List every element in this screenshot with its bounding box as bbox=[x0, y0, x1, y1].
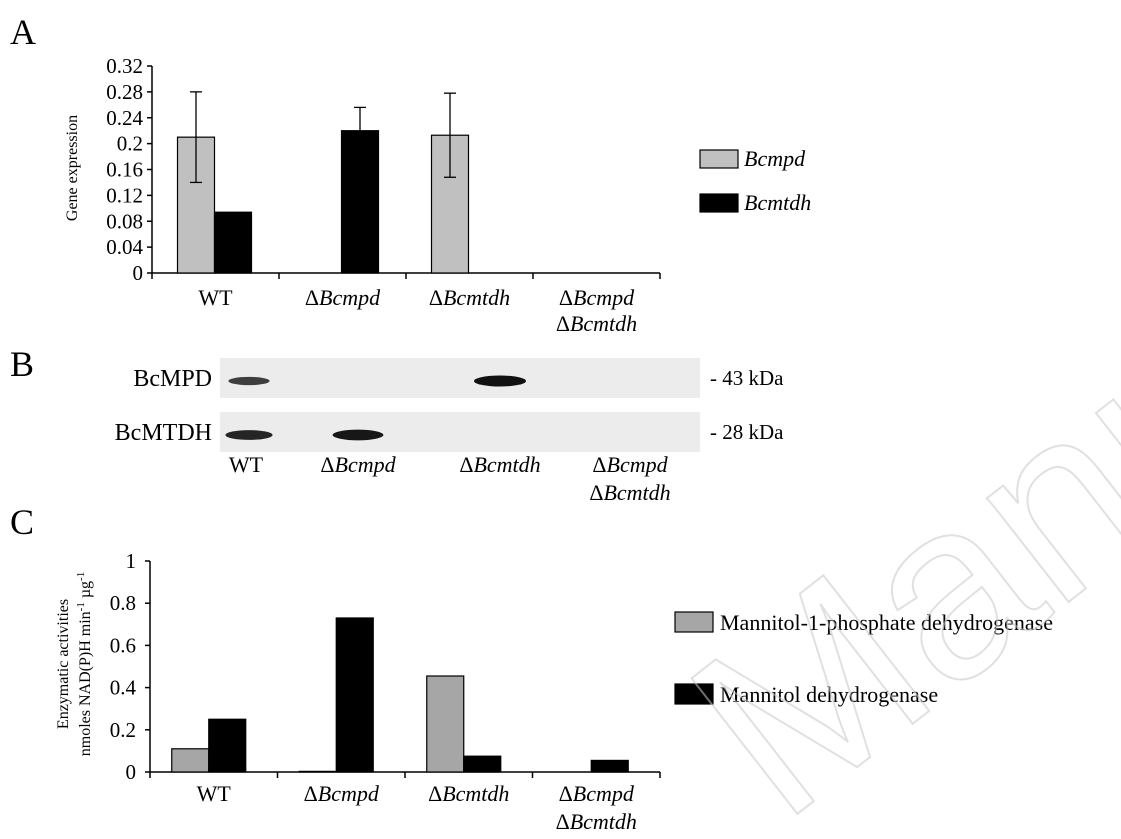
blot-band bbox=[474, 375, 526, 387]
blot-row-label: BcMPD bbox=[133, 366, 212, 392]
blot-lane-label: ΔBcmtdh bbox=[459, 452, 540, 477]
a-category-label: ΔBcmpd bbox=[305, 285, 381, 310]
c-legend-label: Mannitol-1-phosphate dehydrogenase bbox=[720, 610, 1053, 635]
blot-band bbox=[225, 430, 273, 440]
a-legend-label: Bcmtdh bbox=[744, 190, 811, 215]
blot-lane-label: WT bbox=[229, 452, 264, 477]
a-bar bbox=[176, 136, 216, 274]
a-y-tick-label: 0.28 bbox=[106, 80, 143, 104]
c-bar bbox=[463, 755, 502, 773]
a-y-tick-label: 0.12 bbox=[106, 183, 143, 207]
a-y-tick-label: 0.04 bbox=[106, 235, 143, 259]
c-bar bbox=[298, 770, 337, 773]
a-legend-swatch bbox=[699, 149, 739, 169]
c-category-label: WT bbox=[197, 781, 232, 806]
c-y-tick-label: 0.8 bbox=[110, 591, 136, 615]
blot-strip bbox=[220, 358, 700, 398]
c-y-axis-label-units: nmoles NAD(P)H min-1 µg-1 bbox=[75, 572, 94, 756]
blot-band bbox=[332, 429, 384, 441]
c-bar bbox=[426, 675, 465, 773]
panel-a-letter: A bbox=[10, 12, 36, 52]
chart-c: 0 0.2 0.4 0.6 0.8 1 Enzymatic activities nmoles… bbox=[55, 549, 1053, 834]
blot-band bbox=[228, 376, 270, 386]
c-y-tick-label: 1 bbox=[126, 549, 137, 573]
c-y-axis-label: Enzymatic activities bbox=[55, 599, 72, 729]
blot-kda-label: - 43 kDa bbox=[710, 366, 784, 390]
c-bar bbox=[171, 748, 210, 773]
a-category-label: ΔBcmtdh bbox=[429, 285, 510, 310]
blot-lane-label: ΔBcmpd bbox=[320, 452, 396, 477]
c-y-tick-label: 0 bbox=[126, 760, 137, 784]
c-category-label: ΔBcmpd bbox=[304, 781, 380, 806]
a-y-tick-label: 0.32 bbox=[106, 54, 143, 78]
c-legend-swatch bbox=[674, 611, 714, 633]
a-legend-label: Bcmpd bbox=[744, 146, 806, 171]
c-bar bbox=[208, 718, 247, 773]
a-category-label: WT bbox=[198, 285, 233, 310]
blot-kda-label: - 28 kDa bbox=[710, 420, 784, 444]
c-y-tick-label: 0.6 bbox=[110, 633, 136, 657]
a-category-label-line2: ΔBcmtdh bbox=[556, 311, 637, 336]
a-y-tick-label: 0.16 bbox=[106, 158, 143, 182]
a-legend-swatch bbox=[699, 193, 739, 213]
a-category-label: ΔBcmpd bbox=[559, 285, 635, 310]
a-bar bbox=[213, 211, 253, 274]
blot-lane-label: ΔBcmpd bbox=[592, 452, 668, 477]
blot-row-label: BcMTDH bbox=[115, 420, 212, 446]
panel-b-letter: B bbox=[10, 344, 34, 384]
chart-a: 00.040.080.120.160.20.240.280.32 Gene exp… bbox=[64, 54, 811, 336]
c-category-label: ΔBcmtdh bbox=[428, 781, 509, 806]
western-blot: BcMPD - 43 kDa BcMTDH - 28 kDa WT ΔBcmpd ΔBcmt… bbox=[115, 358, 784, 505]
a-y-tick-label: 0.24 bbox=[106, 106, 143, 130]
c-category-label-line2: ΔBcmtdh bbox=[556, 809, 637, 834]
c-y-tick-label: 0.2 bbox=[110, 718, 136, 742]
c-y-tick-label: 0.4 bbox=[110, 676, 137, 700]
blot-strip bbox=[220, 412, 700, 452]
panel-c-letter: C bbox=[10, 502, 34, 542]
blot-lane-label-line2: ΔBcmtdh bbox=[589, 480, 670, 505]
a-y-tick-label: 0.2 bbox=[117, 132, 143, 156]
c-legend-label: Mannitol dehydrogenase bbox=[720, 682, 938, 707]
a-y-axis-label: Gene expression bbox=[64, 115, 81, 221]
a-y-tick-label: 0 bbox=[133, 261, 144, 285]
a-y-tick-label: 0.08 bbox=[106, 209, 143, 233]
c-legend-swatch bbox=[674, 683, 714, 705]
c-category-label: ΔBcmpd bbox=[559, 781, 635, 806]
c-bar bbox=[335, 617, 374, 773]
c-bar bbox=[590, 759, 629, 773]
